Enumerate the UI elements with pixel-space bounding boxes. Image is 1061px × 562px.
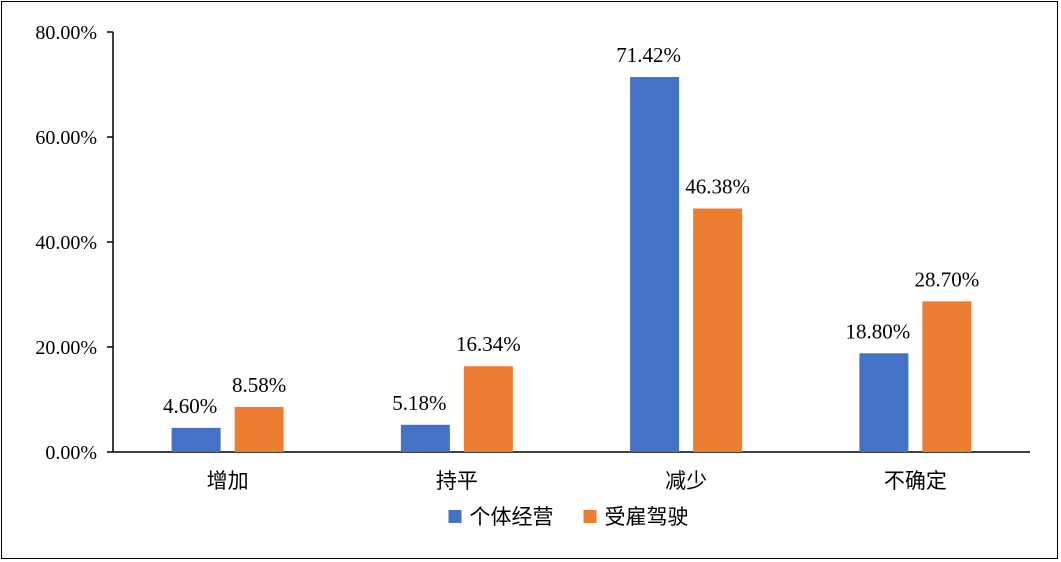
bar-series-2 bbox=[234, 406, 284, 452]
data-label: 46.38% bbox=[685, 175, 750, 199]
legend-swatch-series-1 bbox=[448, 510, 462, 523]
x-category-label: 减少 bbox=[665, 469, 707, 493]
bar-series-1 bbox=[859, 353, 909, 452]
data-label: 4.60% bbox=[163, 394, 217, 418]
legend-swatch-series-2 bbox=[583, 510, 597, 523]
bar-series-2 bbox=[693, 208, 743, 452]
y-tick-label: 80.00% bbox=[35, 22, 97, 44]
y-tick-label: 20.00% bbox=[35, 337, 97, 359]
legend-label: 个体经营 bbox=[470, 505, 554, 529]
data-label: 71.42% bbox=[616, 43, 681, 67]
data-label: 16.34% bbox=[456, 332, 521, 356]
bar-series-1 bbox=[171, 427, 221, 452]
y-tick-label: 40.00% bbox=[35, 232, 97, 254]
bar-series-1 bbox=[400, 424, 450, 452]
bar-series-2 bbox=[463, 366, 513, 452]
y-tick-label: 0.00% bbox=[45, 442, 97, 464]
y-tick-label: 60.00% bbox=[35, 127, 97, 149]
data-label: 5.18% bbox=[392, 391, 446, 415]
data-label: 18.80% bbox=[846, 319, 911, 343]
data-label: 8.58% bbox=[232, 373, 286, 397]
bar-series-2 bbox=[922, 301, 972, 452]
legend-label: 受雇驾驶 bbox=[605, 505, 689, 529]
x-category-label: 持平 bbox=[436, 469, 478, 493]
x-category-label: 增加 bbox=[207, 469, 249, 493]
x-category-label: 不确定 bbox=[884, 469, 947, 493]
bar-series-1 bbox=[630, 77, 680, 453]
data-label: 28.70% bbox=[915, 267, 980, 291]
